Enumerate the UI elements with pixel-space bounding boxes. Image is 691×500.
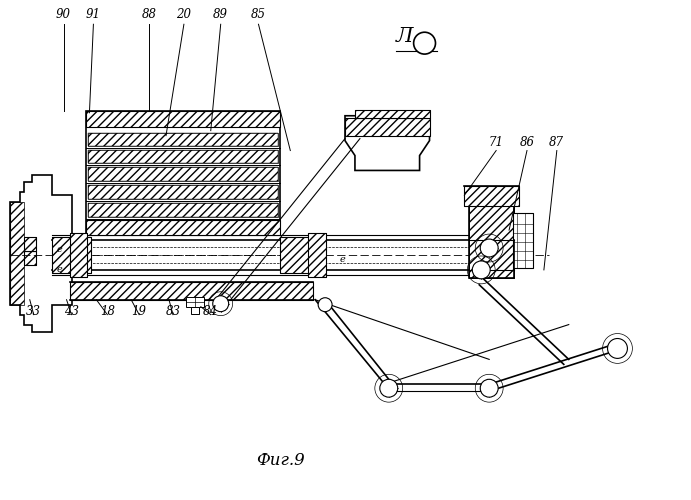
Text: 19: 19 xyxy=(132,304,146,318)
Text: 18: 18 xyxy=(100,304,115,318)
Bar xyxy=(281,237,310,273)
Text: 89: 89 xyxy=(214,8,228,22)
Bar xyxy=(88,168,278,181)
Bar xyxy=(70,282,313,300)
Bar xyxy=(86,220,281,235)
Bar xyxy=(191,306,199,314)
Text: 84: 84 xyxy=(203,304,218,318)
Text: 85: 85 xyxy=(251,8,266,22)
Text: e: e xyxy=(57,265,62,274)
Bar xyxy=(88,150,278,164)
Bar xyxy=(86,111,281,126)
Polygon shape xyxy=(10,176,72,332)
Text: 43: 43 xyxy=(64,304,79,318)
Text: e: e xyxy=(340,255,346,264)
Bar xyxy=(23,251,36,265)
Text: Фиг.9: Фиг.9 xyxy=(256,452,305,469)
Bar xyxy=(88,204,278,217)
Text: 83: 83 xyxy=(165,304,180,318)
Bar xyxy=(70,233,88,277)
Bar xyxy=(88,204,278,217)
Circle shape xyxy=(480,380,498,397)
Bar xyxy=(88,132,278,145)
Bar xyxy=(355,110,430,118)
Bar xyxy=(186,296,204,306)
Bar xyxy=(86,111,281,235)
Circle shape xyxy=(607,338,627,358)
Bar xyxy=(70,282,313,300)
Bar xyxy=(345,118,430,136)
Bar xyxy=(70,233,88,277)
Bar xyxy=(88,132,278,145)
Bar xyxy=(23,237,36,251)
Bar xyxy=(23,251,36,265)
Text: 86: 86 xyxy=(520,136,534,148)
Bar xyxy=(23,237,36,251)
Bar xyxy=(52,237,91,273)
Text: 33: 33 xyxy=(26,304,41,318)
Bar xyxy=(10,202,23,304)
Text: 20: 20 xyxy=(176,8,191,22)
Bar xyxy=(86,220,281,235)
Bar xyxy=(86,111,281,126)
Bar xyxy=(88,186,278,200)
Text: Л: Л xyxy=(396,27,413,46)
Bar xyxy=(513,213,533,268)
Bar xyxy=(52,237,91,273)
Bar xyxy=(308,233,326,277)
Circle shape xyxy=(380,380,398,397)
Circle shape xyxy=(480,239,498,257)
Bar xyxy=(469,204,514,278)
Polygon shape xyxy=(345,116,430,170)
Text: 87: 87 xyxy=(549,136,565,148)
Text: 71: 71 xyxy=(489,136,504,148)
Circle shape xyxy=(472,261,490,279)
Bar xyxy=(88,168,278,181)
Circle shape xyxy=(318,298,332,312)
Bar xyxy=(345,118,430,136)
Text: e: e xyxy=(57,245,62,254)
Bar xyxy=(281,237,310,273)
Text: 91: 91 xyxy=(86,8,101,22)
Bar xyxy=(308,233,326,277)
Bar xyxy=(23,237,36,265)
Text: 88: 88 xyxy=(142,8,157,22)
Text: 90: 90 xyxy=(56,8,71,22)
Bar xyxy=(88,150,278,164)
Bar xyxy=(469,204,514,278)
Circle shape xyxy=(414,32,435,54)
Bar xyxy=(464,186,519,206)
Bar xyxy=(355,110,430,118)
Circle shape xyxy=(213,296,229,312)
Bar xyxy=(464,186,519,206)
Bar xyxy=(88,186,278,200)
